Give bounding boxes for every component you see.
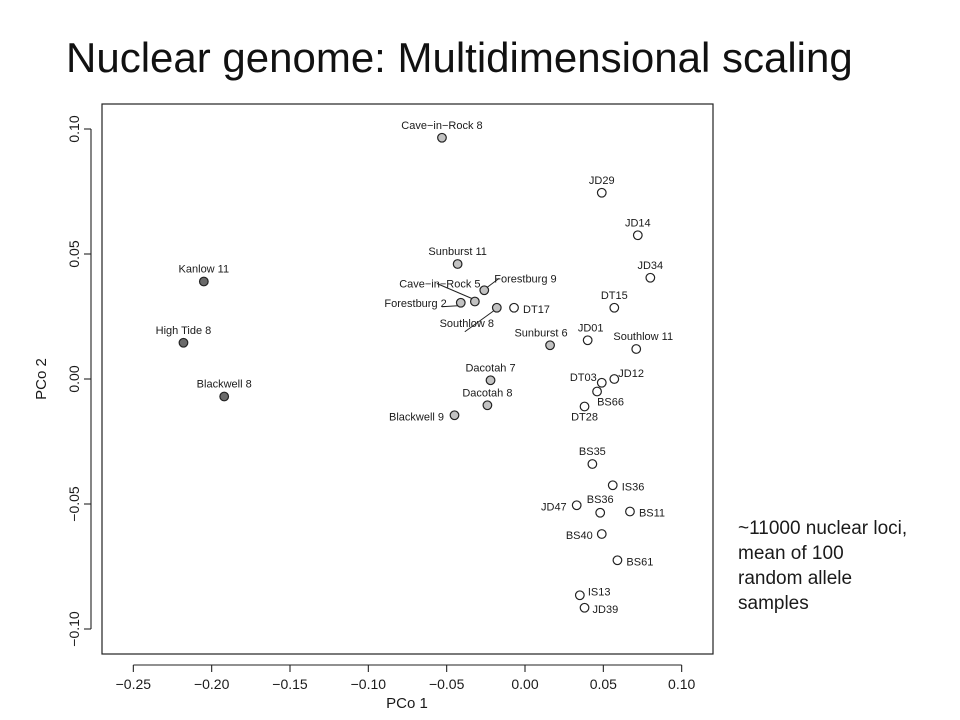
point-label: DT15 <box>601 290 628 302</box>
data-point <box>596 377 607 388</box>
data-point <box>455 297 466 308</box>
y-tick-label: 0.05 <box>66 240 82 267</box>
data-point <box>509 302 519 313</box>
point-label: Sunburst 6 <box>514 327 567 339</box>
data-point <box>595 507 606 518</box>
data-point <box>632 230 643 241</box>
x-tick-label: −0.20 <box>194 676 230 692</box>
x-axis-title: PCo 1 <box>386 695 428 712</box>
x-tick-label: −0.15 <box>272 676 308 692</box>
data-point <box>596 529 607 539</box>
x-tick-label: 0.00 <box>511 676 538 692</box>
point-label: BS66 <box>597 397 624 409</box>
point-label: Southlow 11 <box>613 331 673 343</box>
label-connector <box>441 305 458 308</box>
data-point <box>574 590 585 601</box>
data-point <box>592 386 602 397</box>
data-point <box>482 400 493 411</box>
method-note-line: random allele <box>738 568 853 589</box>
point-label: DT28 <box>571 412 598 424</box>
y-axis-title: PCo 2 <box>33 358 50 400</box>
data-point <box>437 132 447 143</box>
plot-frame <box>101 103 714 655</box>
y-tick-label: 0.00 <box>66 365 82 392</box>
point-label: JD29 <box>589 175 615 187</box>
point-label: IS36 <box>622 481 645 493</box>
data-point <box>596 187 607 198</box>
method-note: ~11000 nuclear loci, mean of 100 random … <box>738 516 907 616</box>
point-label: DT17 <box>523 304 550 316</box>
point-labels: Kanlow 11 High Tide 8 Blackwell 8 Cave−in−R… <box>156 120 673 616</box>
axes: −0.25 −0.20 −0.15 −0.10 −0.05 0.00 0.05 0.10 −0.… <box>66 115 696 692</box>
data-point <box>479 285 490 296</box>
point-label: JD14 <box>625 217 651 229</box>
data-point <box>491 302 502 313</box>
data-point <box>198 276 209 287</box>
data-point <box>582 335 593 346</box>
point-label: JD01 <box>578 322 604 334</box>
data-point <box>607 480 618 491</box>
point-label: Forestburg 9 <box>494 273 556 285</box>
x-tick-label: 0.10 <box>668 676 695 692</box>
label-connector <box>486 277 500 288</box>
label-connectors <box>436 277 500 333</box>
y-tick-label: −0.10 <box>66 611 82 647</box>
data-point <box>609 374 620 384</box>
point-label: BS40 <box>566 530 593 542</box>
method-note-line: samples <box>738 593 809 614</box>
data-point <box>571 500 582 511</box>
data-point <box>645 272 656 283</box>
data-point <box>587 459 598 469</box>
data-point <box>485 375 496 386</box>
point-label: JD47 <box>541 501 567 513</box>
data-point <box>579 602 590 613</box>
point-label: Blackwell 9 <box>389 411 444 423</box>
point-label: Kanlow 11 <box>179 264 230 276</box>
point-label: Blackwell 8 <box>197 379 252 391</box>
y-tick-label: −0.05 <box>66 486 82 522</box>
x-tick-label: −0.05 <box>429 676 465 692</box>
data-point <box>612 555 623 566</box>
data-point <box>609 302 620 313</box>
x-tick-label: −0.10 <box>351 676 387 692</box>
point-label: DT03 <box>570 372 597 384</box>
point-label: BS11 <box>639 508 665 520</box>
data-point <box>579 401 590 412</box>
data-point <box>469 296 480 307</box>
point-label: High Tide 8 <box>156 325 212 337</box>
x-tick-label: −0.25 <box>116 676 152 692</box>
data-point <box>452 259 463 269</box>
point-label: JD39 <box>593 604 619 616</box>
y-tick-label: 0.10 <box>66 115 82 142</box>
data-point <box>631 344 642 354</box>
point-label: Dacotah 7 <box>465 362 515 374</box>
point-label: JD34 <box>637 260 663 272</box>
point-label: Forestburg 2 <box>384 298 446 310</box>
point-label: BS61 <box>626 556 653 568</box>
method-note-line: ~11000 nuclear loci, <box>738 518 908 539</box>
point-label: BS36 <box>587 494 614 506</box>
point-label: IS13 <box>588 586 611 598</box>
label-connector <box>464 310 495 333</box>
data-point <box>219 391 230 402</box>
point-label: Cave−in−Rock 8 <box>401 120 482 132</box>
point-label: Cave−in−Rock 5 <box>399 279 480 291</box>
x-tick-label: 0.05 <box>590 676 617 692</box>
method-note-line: mean of 100 <box>738 543 844 564</box>
point-label: BS35 <box>579 446 606 458</box>
data-points <box>178 132 656 613</box>
data-point <box>449 410 460 421</box>
point-label: Sunburst 11 <box>428 246 487 258</box>
data-point <box>625 506 635 517</box>
point-label: Southlow 8 <box>440 318 494 330</box>
data-point <box>545 340 555 351</box>
point-label: JD12 <box>618 368 644 380</box>
label-connector <box>436 283 473 299</box>
slide-title: Nuclear genome: Multidimensional scaling <box>66 34 853 81</box>
data-point <box>178 337 189 348</box>
point-label: Dacotah 8 <box>462 387 512 399</box>
